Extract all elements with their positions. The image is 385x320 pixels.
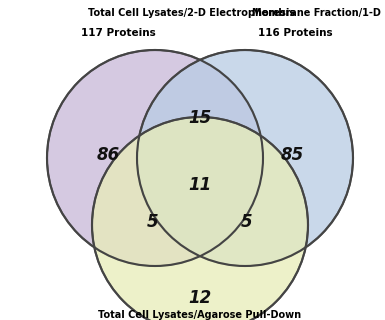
Text: 86: 86 <box>96 146 120 164</box>
Text: 15: 15 <box>188 109 212 127</box>
Text: 117 Proteins: 117 Proteins <box>80 28 156 38</box>
Circle shape <box>47 50 263 266</box>
Text: 5: 5 <box>241 213 253 231</box>
Text: 5: 5 <box>147 213 159 231</box>
Text: Membrane Fraction/1-D Electrophoresis: Membrane Fraction/1-D Electrophoresis <box>252 8 385 18</box>
Circle shape <box>137 50 353 266</box>
Text: 116 Proteins: 116 Proteins <box>258 28 332 38</box>
Text: 12: 12 <box>188 289 212 307</box>
Text: Total Cell Lysates/Agarose Pull-Down: Total Cell Lysates/Agarose Pull-Down <box>99 310 301 320</box>
Circle shape <box>92 117 308 320</box>
Text: Total Cell Lysates/2-D Electrophoresis: Total Cell Lysates/2-D Electrophoresis <box>88 8 295 18</box>
Text: 11: 11 <box>188 176 212 194</box>
Text: 85: 85 <box>280 146 304 164</box>
